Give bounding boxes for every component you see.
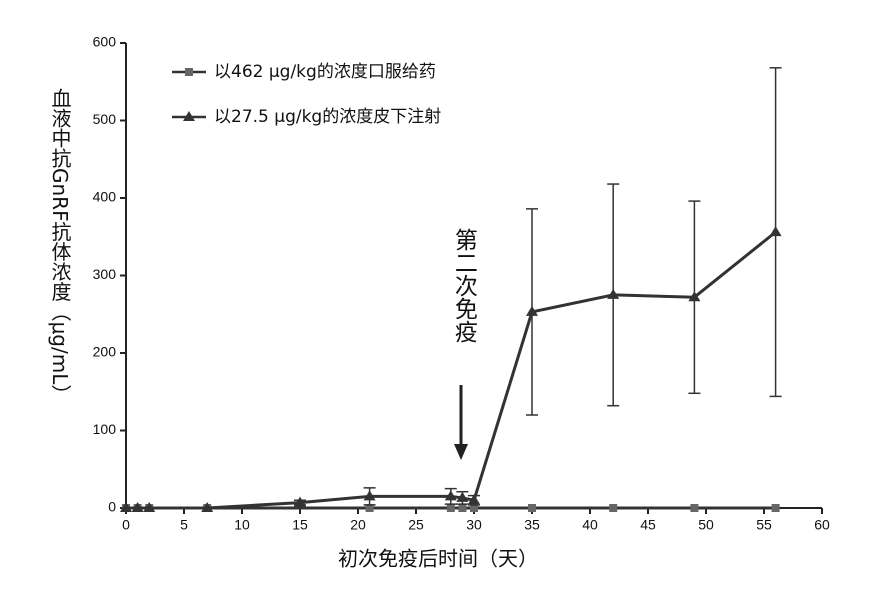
x-tick-label: 5 [180,517,188,533]
x-tick-label: 40 [582,517,598,533]
y-tick-label: 300 [93,266,117,282]
legend-marker [185,68,193,76]
data-point [456,491,469,502]
y-axis-label: 血液中抗GnRF抗体浓度（μg/mL） [48,88,72,405]
data-point [143,502,156,512]
x-tick-label: 10 [234,517,250,533]
data-point [131,502,144,512]
arrow-head [454,444,468,460]
data-point [201,502,214,512]
x-tick-label: 35 [524,517,540,533]
x-tick-label: 0 [122,517,130,533]
data-point [468,494,480,505]
y-tick-label: 500 [93,111,117,127]
x-tick-label: 25 [408,517,424,533]
data-point [528,504,536,512]
data-point [363,490,376,501]
x-tick-label: 30 [466,517,482,533]
y-tick-label: 600 [93,34,117,50]
data-point [690,504,699,512]
data-point [446,504,455,512]
data-point [365,504,374,512]
x-tick-label: 20 [350,517,366,533]
data-point [607,288,620,299]
y-tick-label: 0 [108,499,116,515]
legend-label: 以27.5 μg/kg的浓度皮下注射 [214,107,441,127]
x-tick-label: 15 [292,517,308,533]
x-tick-label: 45 [640,517,656,533]
data-point [470,504,478,512]
data-point [688,291,701,302]
data-point [769,226,782,237]
legend-marker [183,111,195,121]
y-tick-label: 100 [93,421,117,437]
annotation: 第二次免疫 [450,228,478,343]
data-point [771,504,780,512]
x-tick-label: 55 [756,517,772,533]
x-axis-label: 初次免疫后时间（天） [338,547,538,571]
x-tick-label: 50 [698,517,714,533]
x-tick-label: 60 [814,517,830,533]
y-tick-label: 200 [93,344,117,360]
data-point [444,490,457,501]
data-point [609,504,618,512]
data-point [458,504,467,512]
y-tick-label: 400 [93,189,117,205]
legend-label: 以462 μg/kg的浓度口服给药 [214,62,436,82]
data-point [120,502,132,512]
data-point [526,305,538,316]
data-point [294,496,306,507]
